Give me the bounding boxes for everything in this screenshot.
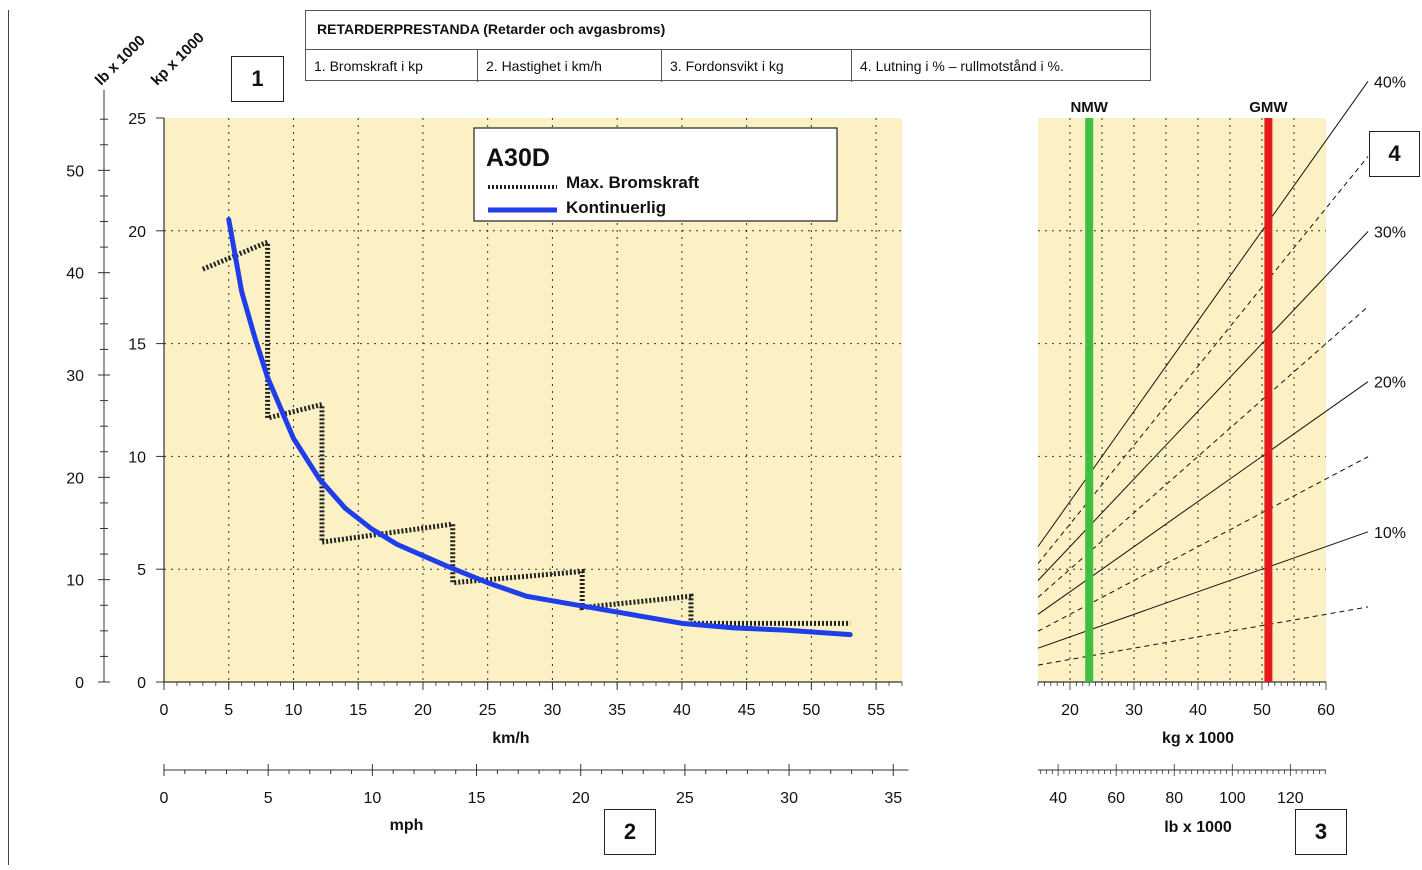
badge-4: 4 <box>1369 131 1420 177</box>
lb-tick-label: 20 <box>66 470 84 487</box>
badge-3: 3 <box>1295 809 1347 855</box>
grade-label: 20% <box>1374 375 1406 392</box>
legend-max-label: Max. Bromskraft <box>566 173 700 192</box>
mph-tick-label: 10 <box>363 790 381 807</box>
lb-tick-label: 30 <box>66 368 84 385</box>
lb2-tick-label: 100 <box>1219 790 1246 807</box>
x-tick-label: 50 <box>802 702 820 719</box>
x-tick-label: 25 <box>479 702 497 719</box>
y-tick-label: 5 <box>137 562 146 579</box>
lb-tick-label: 10 <box>66 573 84 590</box>
x-tick-label: 10 <box>285 702 303 719</box>
header-legend-row: 1. Bromskraft i kp 2. Hastighet i km/h 3… <box>306 49 1150 82</box>
x-tick-label: 45 <box>738 702 756 719</box>
mph-tick-label: 5 <box>264 790 273 807</box>
lb-tick-label: 40 <box>66 266 84 283</box>
x2-tick-label: 40 <box>1189 702 1207 719</box>
header-item-2: 2. Hastighet i km/h <box>478 50 662 82</box>
vline-label: GMW <box>1249 99 1288 116</box>
legend-continuous-label: Kontinuerlig <box>566 198 666 217</box>
x-tick-label: 15 <box>349 702 367 719</box>
chart-legend: A30D Max. Bromskraft Kontinuerlig <box>473 127 838 222</box>
header-title: RETARDERPRESTANDA (Retarder och avgasbro… <box>317 21 666 37</box>
lb2-tick-label: 40 <box>1049 790 1067 807</box>
x-tick-label: 40 <box>673 702 691 719</box>
mph-tick-label: 0 <box>160 790 169 807</box>
lb2-tick-label: 60 <box>1107 790 1125 807</box>
series-max-bromskraft <box>201 238 851 626</box>
x-tick-label: 5 <box>224 702 233 719</box>
grade-label: 40% <box>1374 74 1406 91</box>
lb-tick-label: 0 <box>75 675 84 692</box>
lb2-tick-label: 80 <box>1165 790 1183 807</box>
mph-tick-label: 20 <box>572 790 590 807</box>
mph-axis-title: mph <box>390 817 424 834</box>
x2-tick-label: 60 <box>1317 702 1335 719</box>
grade-line <box>1037 156 1369 564</box>
badge-2: 2 <box>604 809 656 855</box>
x-tick-label: 55 <box>867 702 885 719</box>
x2-tick-label: 50 <box>1253 702 1271 719</box>
x-tick-label: 35 <box>608 702 626 719</box>
mph-tick-label: 35 <box>884 790 902 807</box>
mph-tick-label: 15 <box>468 790 486 807</box>
lb2-axis-title: lb x 1000 <box>1164 819 1232 836</box>
header-item-1: 1. Bromskraft i kp <box>306 50 478 82</box>
y-tick-label: 15 <box>128 337 146 354</box>
x2-tick-label: 30 <box>1125 702 1143 719</box>
y-tick-label: 25 <box>128 111 146 128</box>
grade-label: 30% <box>1374 225 1406 242</box>
x-tick-label: 0 <box>160 702 169 719</box>
mph-tick-label: 30 <box>780 790 798 807</box>
legend-model: A30D <box>486 144 550 172</box>
x2-tick-label: 20 <box>1061 702 1079 719</box>
page-left-edge <box>8 10 9 865</box>
y-tick-label: 0 <box>137 675 146 692</box>
mph-tick-label: 25 <box>676 790 694 807</box>
x-tick-label: 20 <box>414 702 432 719</box>
header-item-3: 3. Fordonsvikt i kg <box>662 50 852 82</box>
grade-label: 10% <box>1374 525 1406 542</box>
series-kontinuerlig <box>226 217 853 638</box>
badge-1: 1 <box>231 56 284 102</box>
x-tick-label: 30 <box>544 702 562 719</box>
x-axis-title: km/h <box>492 730 529 747</box>
lb2-tick-label: 120 <box>1277 790 1304 807</box>
x2-axis-title: kg x 1000 <box>1162 730 1234 747</box>
y-tick-label: 20 <box>128 224 146 241</box>
lb-tick-label: 50 <box>66 163 84 180</box>
vline-label: NMW <box>1070 99 1108 116</box>
header-item-4: 4. Lutning i % – rullmotstånd i %. <box>860 58 1064 74</box>
header-box: RETARDERPRESTANDA (Retarder och avgasbro… <box>305 10 1151 82</box>
y-tick-label: 10 <box>128 449 146 466</box>
